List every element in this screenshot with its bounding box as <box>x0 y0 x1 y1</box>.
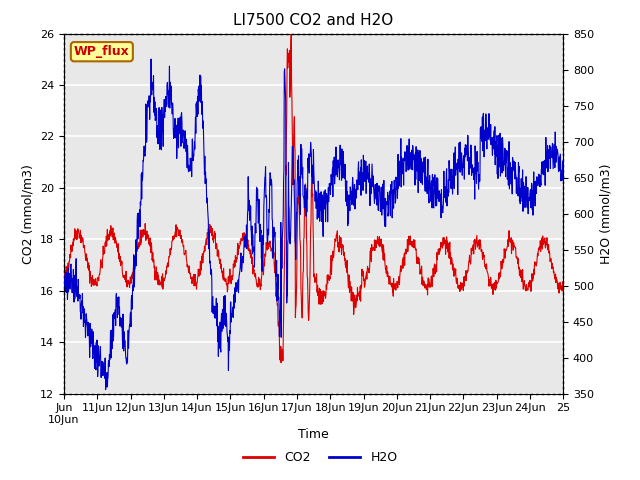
Title: LI7500 CO2 and H2O: LI7500 CO2 and H2O <box>234 13 394 28</box>
Y-axis label: CO2 (mmol/m3): CO2 (mmol/m3) <box>22 164 35 264</box>
X-axis label: Time: Time <box>298 428 329 441</box>
Text: WP_flux: WP_flux <box>74 45 130 58</box>
Legend: CO2, H2O: CO2, H2O <box>237 446 403 469</box>
Y-axis label: H2O (mmol/m3): H2O (mmol/m3) <box>600 163 612 264</box>
